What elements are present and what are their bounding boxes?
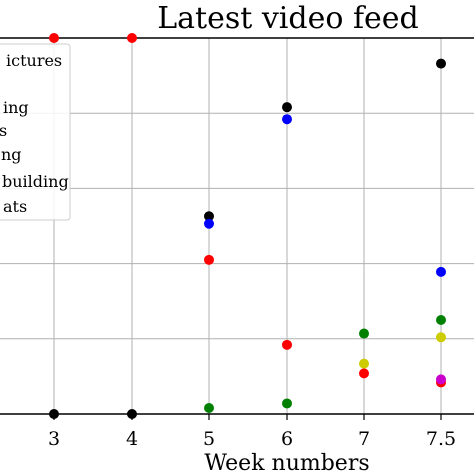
- legend-entry: ing: [3, 98, 29, 117]
- data-point: [359, 328, 369, 339]
- x-axis-label: Week numbers: [204, 451, 369, 474]
- legend-entry: s: [0, 121, 7, 140]
- data-point: [204, 402, 214, 413]
- data-point: [436, 374, 446, 385]
- data-point: [436, 332, 446, 343]
- x-tick-label: 3: [48, 428, 60, 450]
- data-point: [204, 211, 214, 222]
- data-point: [49, 409, 59, 419]
- grid-lines: [0, 38, 474, 414]
- legend-entry: ictures: [6, 51, 62, 70]
- chart-title: Latest video feed: [157, 1, 419, 36]
- x-tick-label: 6: [281, 428, 293, 450]
- data-points: [49, 33, 446, 419]
- data-point: [436, 58, 446, 69]
- data-point: [436, 315, 446, 325]
- x-tick-label: 5: [203, 428, 215, 450]
- data-point: [127, 409, 137, 419]
- data-point: [282, 339, 292, 350]
- data-point: [204, 254, 214, 265]
- data-point: [282, 398, 292, 409]
- data-point: [127, 33, 137, 43]
- data-point: [49, 33, 59, 43]
- x-tick-label: 7.5: [426, 428, 456, 450]
- x-tick-label: 4: [126, 428, 138, 450]
- data-point: [282, 114, 292, 125]
- legend-entry: building: [2, 172, 69, 191]
- x-tick-labels: 3 4 5 6 7 7.5: [48, 414, 456, 450]
- data-point: [282, 102, 292, 113]
- data-point: [359, 358, 369, 369]
- x-tick-label: 7: [358, 428, 370, 450]
- data-point: [436, 266, 446, 277]
- data-point: [204, 218, 214, 229]
- legend: ictures ing s ng building ats: [0, 43, 71, 221]
- data-point: [359, 368, 369, 379]
- legend-entry: ng: [1, 145, 22, 164]
- legend-entry: ats: [3, 197, 27, 216]
- legend-box: [0, 43, 71, 221]
